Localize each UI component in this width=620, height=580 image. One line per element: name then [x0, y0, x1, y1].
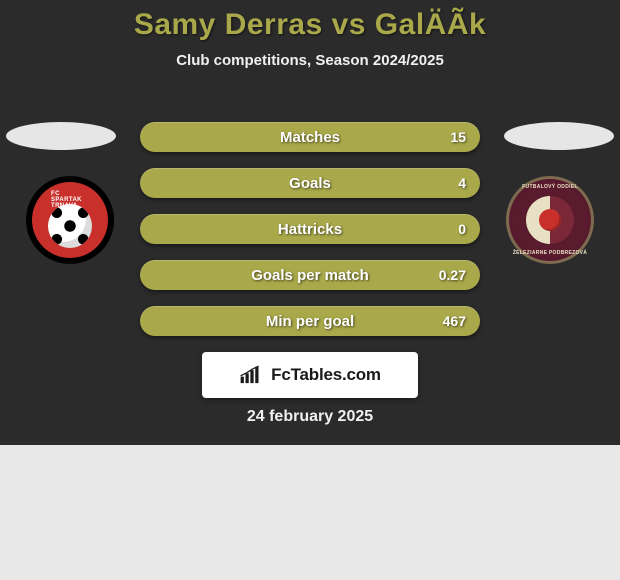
crest-text-top: FUTBALOVÝ ODDIEL [522, 184, 578, 190]
football-icon [539, 209, 561, 231]
stat-bar-matches: Matches 15 [140, 122, 480, 152]
left-player-ellipse [6, 122, 116, 150]
stat-bar-gpm: Goals per match 0.27 [140, 260, 480, 290]
stat-value-right: 4 [458, 175, 466, 191]
stat-label: Matches [280, 129, 340, 146]
stats-card: Samy Derras vs GalÄÃ­k Club competitions… [0, 0, 620, 445]
generation-date: 24 february 2025 [247, 408, 373, 426]
stat-label: Hattricks [278, 221, 342, 238]
stat-label: Min per goal [266, 313, 354, 330]
season-subtitle: Club competitions, Season 2024/2025 [0, 52, 620, 69]
stat-value-right: 15 [450, 129, 466, 145]
stat-label: Goals per match [251, 267, 369, 284]
crest-text-bottom: ŽELEZIARNE PODBREZOVÁ [513, 250, 587, 256]
stat-value-right: 467 [443, 313, 466, 329]
football-icon [48, 204, 92, 248]
crest-inner: FC SPARTAK TRNAVA [32, 182, 108, 258]
page-title: Samy Derras vs GalÄÃ­k [0, 8, 620, 42]
stat-value-right: 0 [458, 221, 466, 237]
left-club-crest: FC SPARTAK TRNAVA [26, 176, 114, 264]
stat-bar-mpg: Min per goal 467 [140, 306, 480, 336]
bar-chart-icon [239, 364, 265, 386]
stat-value-right: 0.27 [439, 267, 466, 283]
right-club-crest: FUTBALOVÝ ODDIEL ŽELEZIARNE PODBREZOVÁ [506, 176, 594, 264]
stat-bar-goals: Goals 4 [140, 168, 480, 198]
fctables-badge[interactable]: FcTables.com [202, 352, 418, 398]
stat-bars: Matches 15 Goals 4 Hattricks 0 Goals per… [140, 122, 480, 352]
badge-text: FcTables.com [271, 365, 381, 385]
crest-center [526, 196, 574, 244]
stat-bar-hattricks: Hattricks 0 [140, 214, 480, 244]
stat-label: Goals [289, 175, 331, 192]
right-player-ellipse [504, 122, 614, 150]
